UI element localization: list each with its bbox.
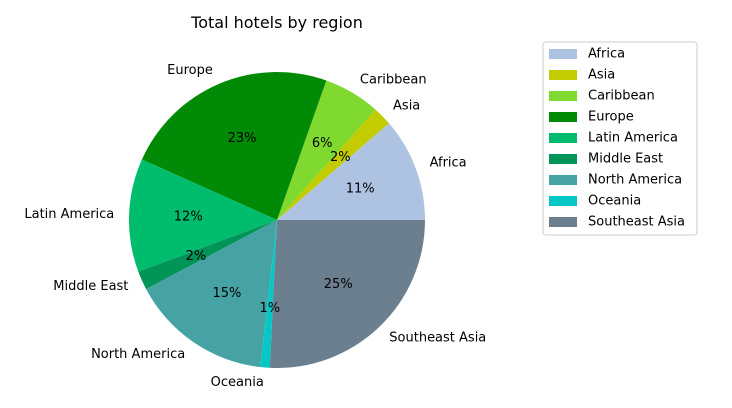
slice-label-southeast-asia: Southeast Asia — [389, 330, 486, 345]
slice-percent-labels: 11%2%6%23%12%2%15%1%25% — [174, 131, 375, 316]
slice-percent-europe: 23% — [228, 131, 257, 146]
chart-title: Total hotels by region — [190, 13, 363, 32]
pie-slice-asia — [277, 109, 389, 220]
pie-slice-latin-america — [129, 159, 277, 272]
legend-swatch-asia — [549, 70, 577, 80]
pie-slice-europe — [141, 72, 327, 220]
legend-label-southeast-asia: Southeast Asia — [588, 215, 685, 230]
slice-label-asia: Asia — [393, 98, 420, 113]
legend-swatch-europe — [549, 112, 577, 122]
pie-slices — [129, 72, 425, 368]
legend-label-north-america: North America — [588, 173, 682, 188]
slice-label-africa: Africa — [430, 156, 467, 171]
slice-percent-middle-east: 2% — [186, 249, 207, 264]
legend-swatch-latin-america — [549, 133, 577, 143]
slice-label-latin-america: Latin America — [24, 207, 114, 222]
pie-slice-caribbean — [277, 80, 376, 220]
pie-slice-africa — [277, 123, 425, 220]
slice-percent-north-america: 15% — [212, 286, 241, 301]
legend: Africa Asia Caribbean Europe Latin America Mi… — [542, 41, 698, 236]
slice-label-caribbean: Caribbean — [360, 72, 427, 87]
legend-swatch-southeast-asia — [549, 217, 577, 227]
slice-percent-oceania: 1% — [260, 301, 281, 316]
legend-label-latin-america: Latin America — [588, 131, 678, 146]
pie-slice-middle-east — [138, 220, 277, 290]
slice-percent-latin-america: 12% — [174, 210, 203, 225]
legend-swatch-caribbean — [549, 91, 577, 101]
legend-label-africa: Africa — [588, 47, 625, 62]
slice-label-europe: Europe — [167, 63, 213, 78]
slice-percent-asia: 2% — [330, 150, 351, 165]
pie-slice-north-america — [146, 220, 277, 368]
slice-percent-africa: 11% — [346, 182, 375, 197]
slice-label-middle-east: Middle East — [53, 279, 128, 294]
slice-label-oceania: Oceania — [211, 375, 264, 390]
slice-label-north-america: North America — [91, 347, 185, 362]
legend-label-caribbean: Caribbean — [588, 89, 655, 104]
slice-percent-southeast-asia: 25% — [324, 277, 353, 292]
slice-percent-caribbean: 6% — [312, 136, 333, 151]
legend-label-middle-east: Middle East — [588, 152, 663, 167]
pie-slice-southeast-asia — [269, 220, 425, 368]
legend-label-europe: Europe — [588, 110, 634, 125]
pie-slice-oceania — [260, 220, 277, 368]
legend-swatch-oceania — [549, 196, 577, 206]
legend-swatch-north-america — [549, 175, 577, 185]
legend-swatch-middle-east — [549, 154, 577, 164]
legend-swatch-africa — [549, 49, 577, 59]
legend-frame — [542, 41, 698, 236]
legend-label-asia: Asia — [588, 68, 615, 83]
slice-labels: Africa Asia Caribbean Europe Latin America Mi… — [24, 63, 486, 390]
legend-label-oceania: Oceania — [588, 194, 641, 209]
